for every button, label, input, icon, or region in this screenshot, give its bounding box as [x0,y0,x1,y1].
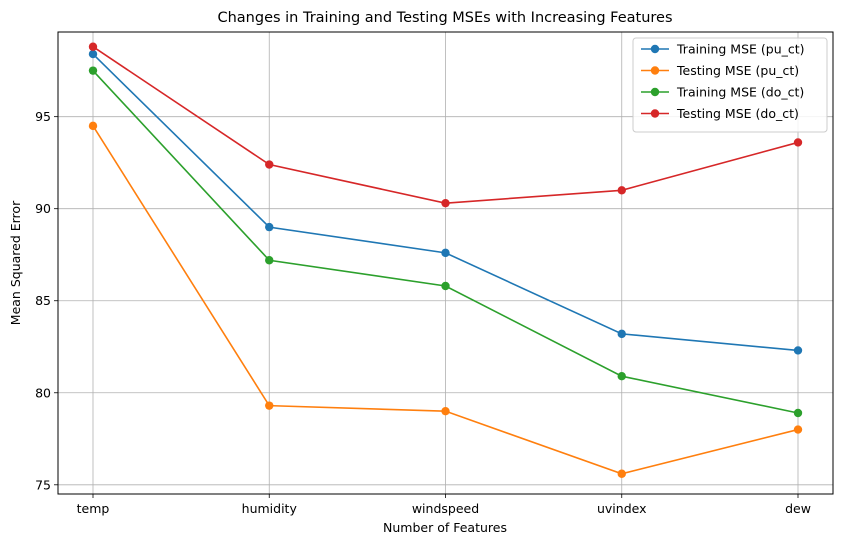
y-tick-label: 90 [35,201,51,216]
x-tick-label: dew [785,501,811,516]
series-3 [88,66,803,418]
data-point [793,408,803,418]
legend-marker [650,87,660,97]
series-4 [88,42,803,208]
legend-label: Training MSE (pu_ct) [676,42,805,57]
data-point [441,198,450,208]
data-point [617,371,626,381]
data-point [88,49,98,59]
data-point [265,160,274,169]
data-point [88,66,98,75]
x-tick-label: humidity [242,501,298,516]
data-point [617,469,626,478]
data-point [793,346,803,355]
data-point [441,281,450,291]
series-1 [88,49,803,355]
data-point [441,406,450,416]
data-point [617,186,626,195]
x-tick-label: windspeed [412,501,479,516]
ticks: temp humidity windspeed uvindex dew 75 80 85 90 9… [35,109,811,516]
legend-marker [650,109,660,118]
legend-label: Testing MSE (do_ct) [676,106,799,121]
x-tick-label: temp [77,501,110,516]
legend-box [632,37,828,133]
data-point [265,256,274,265]
legend: Training MSE (pu_ct) Testing MSE (pu_ct) T… [632,37,828,133]
x-tick-label: uvindex [597,501,647,516]
x-axis-label: Number of Features [383,520,507,535]
series-layer [88,42,803,478]
y-tick-label: 80 [35,385,51,400]
y-tick-label: 85 [35,293,51,308]
y-tick-label: 75 [35,477,51,492]
legend-marker [650,66,660,75]
data-point [265,401,274,410]
data-point [88,121,98,131]
chart-title: Changes in Training and Testing MSEs wit… [217,10,672,26]
y-tick-label: 95 [35,109,51,124]
legend-label: Testing MSE (pu_ct) [676,63,799,78]
y-axis-label: Mean Squared Error [8,200,23,325]
legend-label: Training MSE (do_ct) [676,85,804,100]
series-2 [88,121,803,478]
data-point [617,329,626,339]
data-point [265,222,274,232]
data-point [88,42,98,51]
data-point [793,138,803,147]
legend-marker [650,44,660,54]
data-point [441,248,450,258]
data-point [793,425,803,434]
